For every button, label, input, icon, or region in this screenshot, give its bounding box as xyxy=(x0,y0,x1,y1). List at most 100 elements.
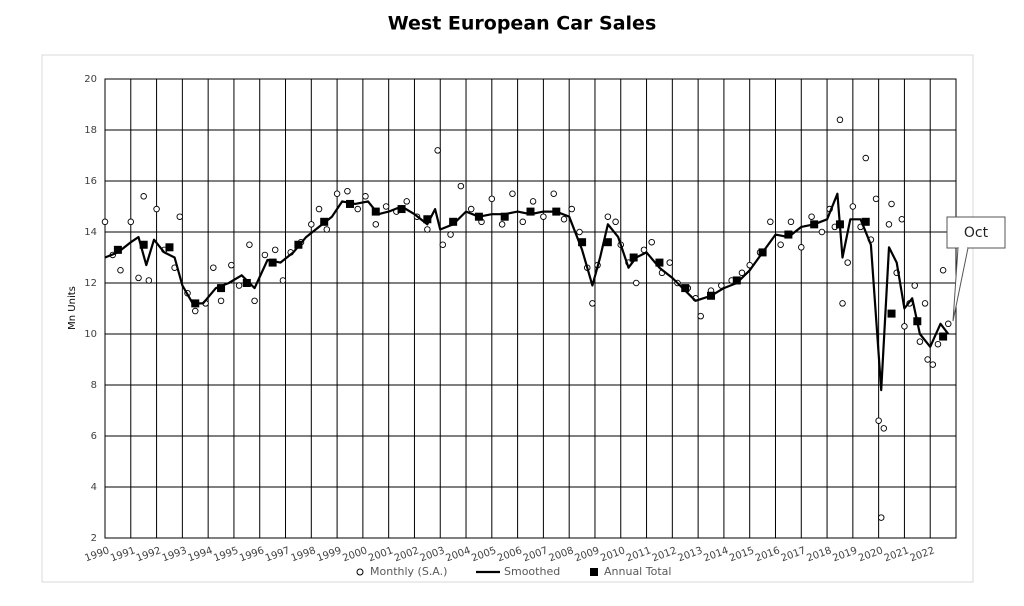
monthly-point xyxy=(632,279,640,287)
smoothed-line xyxy=(104,192,950,392)
monthly-point xyxy=(921,300,929,307)
monthly-point xyxy=(153,205,160,213)
legend-label: Annual Total xyxy=(604,565,671,578)
monthly-point xyxy=(885,221,893,228)
annual-point xyxy=(655,258,664,267)
y-tick-label: 20 xyxy=(84,74,97,85)
monthly-point xyxy=(929,361,937,368)
monthly-point xyxy=(488,195,496,203)
annual-point xyxy=(320,217,329,226)
monthly-point xyxy=(217,297,225,305)
annual-point xyxy=(474,212,483,221)
monthly-point xyxy=(568,205,576,213)
monthly-point xyxy=(145,277,153,284)
monthly-point xyxy=(403,198,410,205)
annual-point xyxy=(449,217,458,226)
monthly-point xyxy=(872,195,880,203)
monthly-point xyxy=(862,154,869,162)
callout-pointer xyxy=(952,247,969,322)
monthly-point xyxy=(718,282,725,289)
callout-box xyxy=(946,216,1006,249)
monthly-point xyxy=(447,231,454,238)
annual-point xyxy=(397,205,406,214)
annual-point xyxy=(578,238,587,247)
monthly-point xyxy=(235,282,243,289)
y-tick-label: 10 xyxy=(84,329,97,340)
annual-point xyxy=(242,279,251,287)
monthly-point xyxy=(529,198,537,205)
monthly-point xyxy=(839,300,846,307)
monthly-point xyxy=(945,320,952,328)
chart-title: West European Car Sales xyxy=(388,13,657,35)
monthly-point xyxy=(127,218,135,226)
y-tick-label: 6 xyxy=(91,431,97,442)
monthly-point xyxy=(589,300,596,307)
monthly-point xyxy=(117,267,124,274)
annual-point xyxy=(810,220,819,229)
annual-point xyxy=(345,199,354,208)
monthly-point xyxy=(560,215,568,223)
monthly-point xyxy=(738,269,746,277)
annual-point xyxy=(887,309,896,318)
monthly-point xyxy=(666,259,674,266)
monthly-point xyxy=(308,221,315,228)
y-tick-label: 14 xyxy=(84,227,97,238)
monthly-point xyxy=(697,312,704,320)
monthly-point xyxy=(798,244,805,251)
annual-point xyxy=(861,217,870,226)
annual-point xyxy=(939,332,948,341)
legend-item: Monthly (S.A.) xyxy=(356,565,447,578)
monthly-point xyxy=(519,218,527,226)
monthly-point xyxy=(767,218,774,226)
monthly-point xyxy=(101,218,109,226)
monthly-point xyxy=(911,282,918,289)
monthly-point xyxy=(777,241,784,248)
y-axis-label: Mn Units xyxy=(67,286,78,330)
monthly-point xyxy=(498,221,506,228)
monthly-point xyxy=(344,187,351,195)
legend-item: Annual Total xyxy=(590,565,671,578)
monthly-point xyxy=(934,340,942,348)
annual-point xyxy=(500,212,509,221)
y-tick-label: 4 xyxy=(91,482,97,493)
monthly-point xyxy=(916,338,924,345)
monthly-point xyxy=(540,213,547,220)
monthly-point xyxy=(612,218,619,226)
monthly-point xyxy=(836,116,844,124)
legend-symbol xyxy=(590,568,598,576)
annual-point xyxy=(423,215,432,224)
monthly-point xyxy=(228,261,235,269)
monthly-point xyxy=(457,182,465,190)
y-tick-label: 2 xyxy=(91,533,97,544)
annual-point xyxy=(165,243,174,252)
monthly-point xyxy=(550,190,557,197)
annual-point xyxy=(217,284,226,293)
annual-point xyxy=(629,253,638,262)
monthly-point xyxy=(898,215,906,223)
monthly-point xyxy=(279,277,287,284)
monthly-point xyxy=(877,514,885,521)
monthly-point xyxy=(210,264,217,271)
monthly-point xyxy=(372,221,380,228)
monthly-point xyxy=(271,246,279,254)
monthly-point xyxy=(140,193,147,200)
annual-point xyxy=(732,276,741,285)
y-tick-label: 12 xyxy=(84,278,97,289)
monthly-point xyxy=(467,205,475,213)
monthly-point xyxy=(787,218,795,226)
legend-label: Monthly (S.A.) xyxy=(370,565,447,578)
monthly-point xyxy=(901,323,908,330)
monthly-point xyxy=(424,226,431,233)
monthly-point xyxy=(818,228,826,236)
y-tick-label: 16 xyxy=(84,176,97,187)
callout-text: Oct xyxy=(964,225,989,241)
monthly-point xyxy=(888,200,895,208)
legend-item: Smoothed xyxy=(476,565,560,578)
monthly-point xyxy=(333,190,341,197)
annual-point xyxy=(371,207,380,216)
monthly-point xyxy=(434,147,441,154)
monthly-point xyxy=(354,205,361,213)
monthly-point xyxy=(323,226,331,233)
monthly-point xyxy=(844,259,851,266)
